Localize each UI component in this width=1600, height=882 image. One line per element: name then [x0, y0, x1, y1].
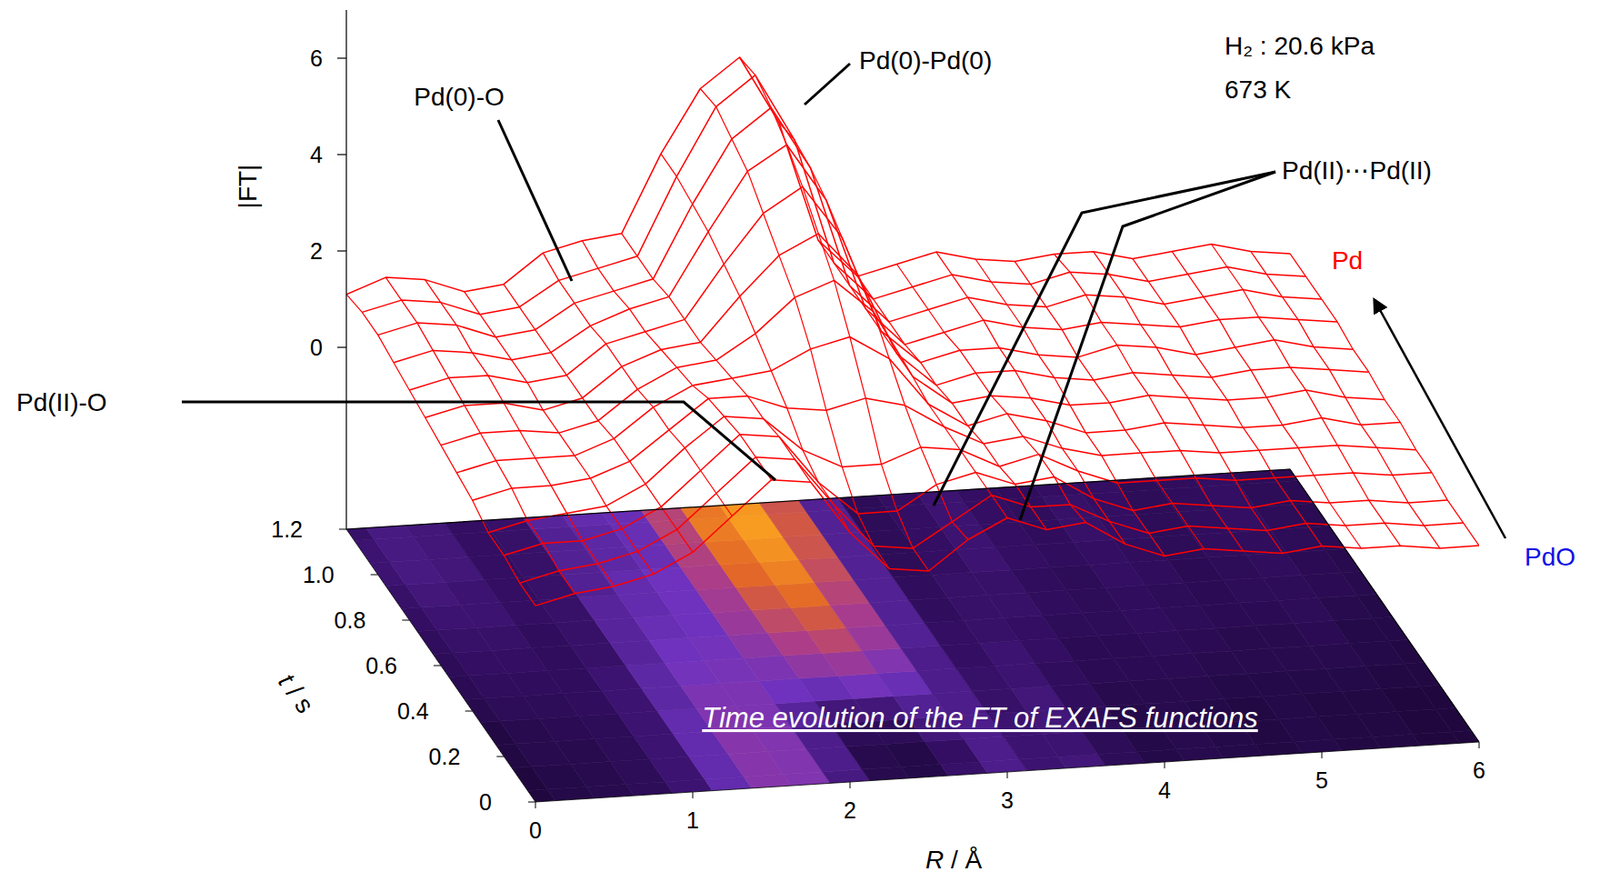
- annotation: Pd(II)⋯Pd(II): [1281, 156, 1432, 185]
- heatmap: [346, 469, 1480, 802]
- x-tick-label: 6: [1472, 757, 1486, 783]
- x-tick: [692, 791, 694, 799]
- frame: [346, 10, 1480, 802]
- x-axis-title-unit: / Å: [943, 845, 982, 874]
- caption: Time evolution of the FT of EXAFS functi…: [701, 701, 1258, 734]
- t-axis-line: [346, 529, 536, 802]
- y-tick: [496, 756, 504, 758]
- x-tick: [850, 781, 851, 789]
- leader-line: [1020, 171, 1276, 520]
- plot-area: [346, 57, 1480, 802]
- leader-line: [498, 120, 572, 281]
- mesh-line-r: [503, 434, 1448, 556]
- heat-cell: [1404, 662, 1440, 687]
- y-tick: [339, 529, 347, 530]
- y-tick-label: 0: [479, 789, 492, 815]
- mesh-line-r: [520, 457, 1464, 583]
- mesh-line-t: [503, 284, 693, 553]
- mesh-line-r: [425, 233, 1370, 418]
- direction-start: PdO: [1524, 542, 1576, 571]
- y-tick-label: 1.0: [302, 561, 335, 588]
- mesh-line-t: [1171, 251, 1361, 549]
- direction-arrow: [1374, 300, 1506, 539]
- annotation: Pd(0)-Pd(0): [859, 46, 992, 75]
- z-tick: [337, 250, 347, 251]
- z-tick-label: 4: [310, 141, 323, 168]
- y-axis-title-unit: / s: [277, 674, 320, 719]
- annotation: Pd(II)-O: [16, 388, 108, 417]
- x-tick-label: 2: [843, 797, 857, 823]
- z-axis-title: |FT|: [233, 164, 262, 210]
- mesh-line-t: [582, 240, 772, 480]
- condition: 673 K: [1224, 75, 1291, 104]
- mesh-line-t: [346, 294, 536, 606]
- heat-cell: [1357, 594, 1393, 619]
- z-tick-label: 0: [310, 334, 323, 360]
- heat-cell: [1340, 571, 1377, 596]
- leader-line: [181, 401, 776, 480]
- y-tick-label: 0.4: [397, 698, 430, 724]
- ticks: 0 1 2 3 4 5 6 0 0.2 0.4 0.6 0.8 1.0 1.2 0 2 4 6: [270, 45, 1486, 843]
- mesh-line-r: [346, 57, 1290, 295]
- mesh-line-r: [409, 186, 1353, 390]
- x-axis-title: R / Å: [925, 845, 983, 874]
- heat-cell: [1325, 549, 1361, 573]
- x-tick: [1479, 741, 1480, 749]
- y-tick-label: 0.6: [365, 652, 398, 679]
- mesh-line-r: [535, 480, 1480, 606]
- chart: 0 1 2 3 4 5 6 0 0.2 0.4 0.6 0.8 1.0 1.2 0 2 4 6 R / Å t / s…: [0, 0, 1600, 882]
- x-tick-label: 3: [1000, 787, 1014, 813]
- x-tick: [1164, 761, 1166, 769]
- z-axis-line: [345, 10, 347, 530]
- x-tick-label: 4: [1158, 777, 1171, 803]
- heat-cell: [1388, 640, 1424, 664]
- y-tick: [370, 574, 379, 576]
- z-tick: [337, 57, 347, 59]
- mesh-line-r: [378, 107, 1322, 337]
- mesh-line-t: [1054, 254, 1244, 552]
- heat-cell: [1372, 617, 1409, 641]
- y-tick: [433, 665, 441, 667]
- annotation: Pd(0)-O: [413, 82, 505, 111]
- mesh-line-t: [818, 240, 1008, 518]
- z-tick: [337, 346, 347, 348]
- mesh-line-t: [1132, 259, 1322, 547]
- x-tick-label: 1: [686, 807, 700, 833]
- y-tick-label: 0.2: [429, 743, 461, 770]
- x-tick-label: 0: [529, 817, 542, 843]
- leader-line: [933, 171, 1276, 506]
- mesh-line-t: [385, 277, 575, 594]
- x-tick: [535, 801, 537, 809]
- y-tick: [401, 620, 410, 621]
- direction-end: Pd: [1331, 246, 1363, 275]
- leader-line: [804, 63, 850, 105]
- y-axis-title: t / s: [272, 668, 320, 719]
- heat-cell: [1435, 708, 1471, 732]
- x-tick-label: 5: [1315, 767, 1329, 793]
- heat-cell: [1420, 685, 1456, 710]
- mesh-line-r: [456, 337, 1400, 473]
- surface-mesh: [346, 57, 1480, 606]
- y-tick: [465, 710, 473, 712]
- x-axis-title-symbol: R: [925, 845, 944, 874]
- y-tick-label: 1.2: [270, 516, 303, 542]
- z-tick-label: 2: [310, 238, 323, 264]
- z-tick-label: 6: [310, 45, 323, 71]
- y-tick-label: 0.8: [334, 607, 367, 633]
- mesh-line-t: [779, 122, 969, 540]
- annotations: Pd(0)-O Pd(0)-Pd(0) Pd(II)-O Pd(II)⋯Pd(II) H…: [16, 31, 1576, 734]
- z-tick: [337, 153, 347, 155]
- x-tick: [1007, 771, 1009, 779]
- x-tick: [1321, 751, 1323, 759]
- plane-edge: [346, 469, 1480, 742]
- y-tick: [528, 801, 536, 803]
- condition: H₂ : 20.6 kPa: [1224, 31, 1375, 60]
